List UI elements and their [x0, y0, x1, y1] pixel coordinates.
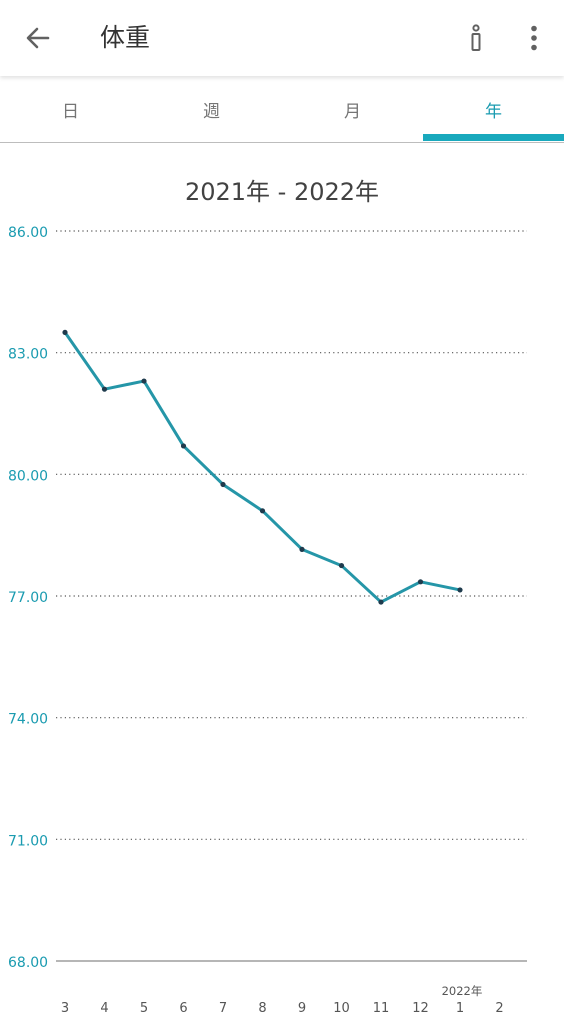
app-bar: 体重 [0, 0, 564, 76]
y-tick-label: 77.00 [8, 590, 48, 606]
x-tick-label: 11 [373, 1001, 390, 1016]
data-point [417, 579, 424, 585]
data-point [457, 587, 463, 593]
x-tick-label: 8 [258, 1001, 266, 1016]
x-tick-label: 1 [456, 1001, 464, 1016]
back-button[interactable] [14, 14, 62, 62]
y-tick-label: 83.00 [8, 347, 48, 363]
info-icon [471, 24, 481, 51]
more-vertical-icon [531, 25, 537, 51]
x-tick-label: 7 [219, 1001, 227, 1016]
arrow-left-icon [26, 27, 50, 49]
x-tick-label: 2 [495, 1001, 503, 1016]
tab-year[interactable]: 年 [485, 101, 502, 122]
data-point [62, 329, 68, 335]
x-year-marker-label: 2022年 [442, 984, 483, 998]
x-tick-label: 12 [412, 1001, 429, 1016]
y-tick-label: 74.00 [8, 712, 48, 728]
x-tick-label: 6 [179, 1001, 187, 1016]
page-title: 体重 [100, 23, 151, 52]
info-button[interactable] [452, 14, 500, 62]
x-tick-label: 5 [140, 1001, 148, 1016]
period-tabs: 日 週 月 年 [0, 76, 564, 143]
data-point [338, 562, 345, 569]
data-point [378, 599, 384, 605]
y-tick-label: 80.00 [8, 468, 48, 484]
y-tick-label: 86.00 [8, 225, 48, 241]
data-point [180, 443, 187, 449]
x-tick-label: 3 [61, 1001, 69, 1016]
tab-indicator [423, 134, 564, 141]
x-tick-label: 10 [333, 1001, 350, 1016]
data-point [299, 546, 305, 552]
tab-week[interactable]: 週 [203, 101, 220, 122]
y-tick-label: 71.00 [8, 833, 48, 849]
data-point [220, 481, 226, 488]
series-line [63, 330, 462, 604]
tab-day[interactable]: 日 [62, 101, 79, 122]
data-point [259, 508, 266, 514]
x-tick-label: 4 [100, 1001, 108, 1016]
data-point [101, 386, 108, 392]
more-options-button[interactable] [510, 14, 558, 62]
y-tick-label: 68.00 [8, 955, 48, 971]
date-range-title: 2021年 - 2022年 [184, 178, 380, 206]
data-point [141, 378, 147, 384]
x-tick-label: 9 [298, 1001, 306, 1016]
tab-month[interactable]: 月 [344, 101, 361, 122]
